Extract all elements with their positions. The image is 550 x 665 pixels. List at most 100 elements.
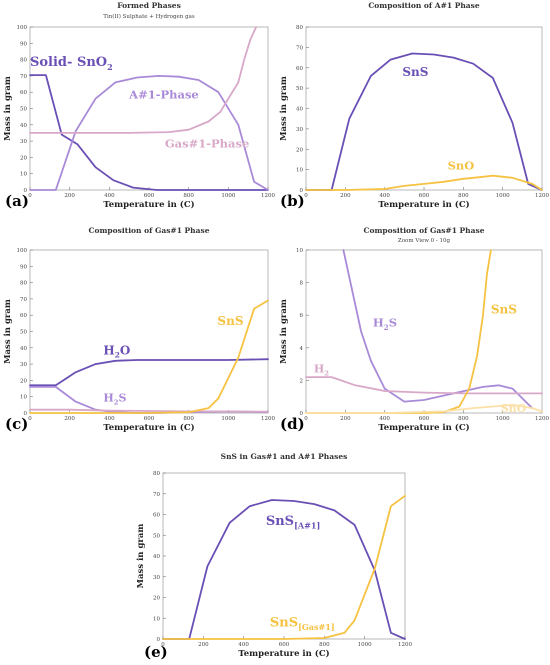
chart-subtitle: Tin(II) Sulphate + Hydrogen gas bbox=[103, 13, 195, 20]
series-annotation: SnS[Gas#1] bbox=[270, 616, 335, 633]
x-tick-label: 800 bbox=[458, 416, 469, 422]
x-tick-label: 0 bbox=[28, 416, 32, 422]
chart-e: 0 200 400 600 800 1000 1200 0 10 20 30 40 50 60 70 80 Sn… bbox=[136, 452, 412, 661]
annotation-text: SnS bbox=[270, 616, 298, 631]
annotation-tail: S bbox=[389, 316, 397, 330]
x-tick-label: 400 bbox=[104, 193, 115, 199]
annotation-text: A#1-Phase bbox=[128, 88, 199, 102]
y-axis-label: Mass in gram bbox=[279, 76, 289, 141]
annotation-text: SnS bbox=[491, 303, 517, 317]
x-tick-label: 1000 bbox=[358, 642, 372, 648]
annotation-subscript: 2 bbox=[384, 323, 389, 332]
panel-label: (a) bbox=[5, 192, 29, 210]
annotation-text: H bbox=[314, 362, 324, 375]
series-annotation: H2S bbox=[373, 316, 397, 332]
x-axis-label: Temperature in (C) bbox=[103, 422, 194, 433]
annotation-text: SnS bbox=[402, 65, 428, 79]
plot-frame bbox=[305, 249, 543, 414]
annotation-tail: S bbox=[119, 392, 127, 405]
annotation-text: H bbox=[103, 343, 114, 357]
series-annotation: H2 bbox=[314, 362, 329, 377]
y-tick-label: 30 bbox=[20, 362, 27, 368]
panel-label: (d) bbox=[280, 415, 305, 433]
x-tick-label: 800 bbox=[183, 193, 194, 199]
y-tick-label: 6 bbox=[300, 313, 304, 319]
series-line bbox=[305, 249, 492, 414]
chart-a: 0 200 400 600 800 1000 1200 0 10 20 30 40 50 60 70 80 90… bbox=[3, 1, 275, 210]
y-tick-label: 80 bbox=[296, 25, 303, 31]
x-tick-label: 200 bbox=[340, 193, 351, 199]
x-tick-label: 1000 bbox=[221, 193, 235, 199]
plot-frame bbox=[29, 249, 269, 414]
x-tick-label: 600 bbox=[419, 193, 430, 199]
chart-b: 0 200 400 600 800 1000 1200 0 10 20 30 40 50 60 70 80 Co… bbox=[279, 1, 549, 210]
y-tick-label: 20 bbox=[20, 155, 27, 161]
x-axis-label: Temperature in (C) bbox=[238, 648, 329, 659]
x-tick-label: 1000 bbox=[496, 416, 510, 422]
chart-title: Composition of Gas#1 Phase bbox=[89, 226, 210, 235]
annotation-text: H bbox=[103, 392, 113, 405]
chart-title: Composition of Gas#1 Phase bbox=[364, 226, 485, 235]
annotation-subscript: 2 bbox=[107, 62, 113, 72]
series-line bbox=[162, 494, 406, 640]
y-tick-label: 40 bbox=[296, 107, 303, 113]
annotation-subscript: 2 bbox=[324, 369, 329, 377]
x-tick-label: 400 bbox=[379, 193, 390, 199]
chart-title: Composition of A#1 Phase bbox=[368, 1, 480, 10]
annotation-subscript: 2 bbox=[114, 399, 119, 407]
x-tick-label: 1200 bbox=[261, 193, 275, 199]
series-line bbox=[29, 358, 269, 387]
series-annotation: H2S bbox=[103, 392, 126, 407]
y-axis-label: Mass in gram bbox=[136, 524, 146, 589]
series-line bbox=[305, 174, 543, 191]
x-tick-label: 0 bbox=[304, 193, 308, 199]
y-tick-label: 20 bbox=[296, 147, 303, 153]
chart-title: Formed Phases bbox=[117, 1, 181, 10]
y-tick-label: 40 bbox=[20, 346, 27, 352]
y-tick-label: 0 bbox=[24, 411, 28, 417]
y-tick-label: 50 bbox=[153, 533, 160, 539]
x-tick-label: 1200 bbox=[535, 193, 549, 199]
annotation-text: SnS bbox=[217, 314, 243, 328]
annotation-text: Gas#1-Phase bbox=[165, 137, 249, 151]
series-line bbox=[29, 299, 269, 414]
y-tick-label: 10 bbox=[20, 395, 27, 401]
y-tick-label: 100 bbox=[17, 25, 28, 31]
annotation-text: H bbox=[373, 316, 384, 330]
x-tick-label: 600 bbox=[144, 193, 155, 199]
y-tick-label: 30 bbox=[296, 127, 303, 133]
annotation-text: Solid- SnO bbox=[30, 55, 107, 70]
y-tick-label: 8 bbox=[300, 281, 304, 287]
y-tick-label: 70 bbox=[296, 45, 303, 51]
y-tick-label: 10 bbox=[296, 168, 303, 174]
series-annotation: H2O bbox=[103, 343, 130, 359]
y-tick-label: 10 bbox=[153, 616, 160, 622]
annotation-text: SnS bbox=[266, 514, 294, 529]
panel-label: (b) bbox=[280, 192, 305, 210]
series-annotation: SnS[A#1] bbox=[266, 514, 320, 531]
y-tick-label: 50 bbox=[20, 330, 27, 336]
x-tick-label: 800 bbox=[183, 416, 194, 422]
y-tick-label: 50 bbox=[296, 86, 303, 92]
x-tick-label: 200 bbox=[340, 416, 351, 422]
panel-label: (c) bbox=[5, 415, 28, 433]
y-tick-label: 0 bbox=[300, 188, 304, 194]
y-tick-label: 80 bbox=[20, 281, 27, 287]
annotation-subscript: [Gas#1] bbox=[298, 622, 335, 632]
y-tick-label: 100 bbox=[17, 248, 28, 254]
y-tick-label: 20 bbox=[20, 378, 27, 384]
x-tick-label: 800 bbox=[458, 193, 469, 199]
y-tick-label: 4 bbox=[300, 346, 304, 352]
series-line bbox=[29, 408, 269, 413]
x-tick-label: 200 bbox=[64, 193, 75, 199]
y-tick-label: 10 bbox=[296, 248, 303, 254]
x-tick-label: 1200 bbox=[398, 642, 412, 648]
series-line bbox=[305, 376, 543, 395]
x-tick-label: 1200 bbox=[261, 416, 275, 422]
y-tick-label: 0 bbox=[157, 637, 161, 643]
y-tick-label: 90 bbox=[20, 41, 27, 47]
y-tick-label: 30 bbox=[20, 139, 27, 145]
x-tick-label: 400 bbox=[379, 416, 390, 422]
x-axis-label: Temperature in (C) bbox=[378, 422, 469, 433]
